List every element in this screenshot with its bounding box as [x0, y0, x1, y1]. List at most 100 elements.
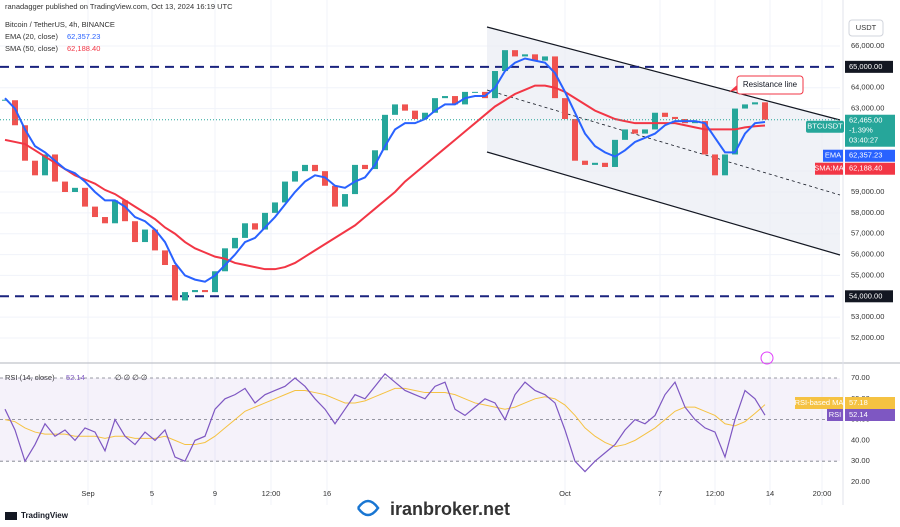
- x-tick-label: 20:00: [813, 489, 832, 498]
- rsi-tick-label: 30.00: [851, 456, 870, 465]
- y-tick-label: 57,000.00: [851, 229, 884, 238]
- candle: [132, 221, 138, 243]
- ema-name-box: [823, 149, 843, 162]
- candle: [732, 108, 738, 155]
- candle: [192, 290, 198, 293]
- ema-line: [4, 57, 766, 283]
- candle: [622, 129, 628, 140]
- x-tick-label: 12:00: [706, 489, 725, 498]
- candle: [202, 290, 208, 293]
- sma-value-box: [845, 162, 895, 175]
- candle: [592, 162, 598, 165]
- candle: [22, 125, 28, 161]
- level-label: 54,000.00: [849, 291, 882, 300]
- y-tick-label: 53,000.00: [851, 312, 884, 321]
- rsi-tick-label: 40.00: [851, 435, 870, 444]
- alert-icon: [760, 351, 774, 365]
- price-label: 62,465.00: [849, 116, 882, 125]
- y-tick-label: 55,000.00: [851, 270, 884, 279]
- y-tick-label: 52,000.00: [851, 333, 884, 342]
- candle: [122, 200, 128, 222]
- watermark-logo: [356, 499, 380, 517]
- candle: [632, 129, 638, 134]
- candle: [642, 129, 648, 134]
- channel-mid: [486, 89, 841, 196]
- channel-upper: [486, 26, 841, 121]
- brand: TradingView: [21, 511, 69, 520]
- candle: [292, 171, 298, 182]
- candle: [762, 102, 768, 120]
- candle: [552, 56, 558, 99]
- rsi_ma-name: RSI-based MA: [795, 398, 844, 407]
- channel: [487, 27, 840, 255]
- currency-box: [848, 19, 884, 37]
- candle: [362, 164, 368, 170]
- candle: [422, 112, 428, 119]
- y-tick-label: 64,000.00: [851, 83, 884, 92]
- candle: [272, 202, 278, 213]
- candle: [112, 200, 118, 224]
- rsi-extra: ∅ ∅ ∅ ∅: [115, 373, 148, 382]
- candle: [372, 150, 378, 170]
- candle: [232, 237, 238, 249]
- candle: [82, 187, 88, 207]
- level-label: 65,000.00: [849, 62, 882, 71]
- sma-line: [4, 84, 766, 271]
- rsi_ma-name-box: [795, 397, 843, 409]
- candle: [302, 164, 308, 172]
- candle: [442, 96, 448, 99]
- candle: [692, 121, 698, 124]
- candle: [72, 187, 78, 193]
- publisher: ranadagger published on TradingView.com,…: [5, 2, 233, 11]
- y-tick-label: 66,000.00: [851, 41, 884, 50]
- rsi-legend-value: 52.14: [66, 373, 85, 382]
- candle: [652, 112, 658, 130]
- watermark: iranbroker.net: [390, 499, 510, 519]
- candle: [432, 98, 438, 113]
- x-tick-label: Oct: [559, 489, 572, 498]
- candle: [12, 100, 18, 126]
- x-tick-label: 5: [150, 489, 154, 498]
- rsi-line: [4, 372, 766, 473]
- symbol: Bitcoin / TetherUS, 4h, BINANCE: [5, 20, 115, 29]
- candle: [282, 181, 288, 203]
- candle: [582, 160, 588, 165]
- symbol-box: [806, 120, 844, 133]
- candle: [42, 154, 48, 176]
- candle: [32, 160, 38, 176]
- price-box: [845, 114, 895, 147]
- candle: [262, 212, 268, 230]
- candle: [242, 223, 248, 238]
- candle: [92, 206, 98, 218]
- candle: [352, 164, 358, 195]
- ema-value: 62,357.23: [849, 151, 882, 160]
- candle: [162, 250, 168, 266]
- sma-legend: SMA (50, close): [5, 44, 58, 53]
- x-tick-label: 14: [766, 489, 774, 498]
- sma-name: SMA:MA: [814, 164, 844, 173]
- rsi-tick-label: 70.00: [851, 373, 870, 382]
- candle: [142, 229, 148, 243]
- candle: [672, 116, 678, 119]
- annotation: Resistance line: [743, 80, 798, 89]
- candle: [452, 96, 458, 105]
- countdown-label: 03:40:27: [849, 136, 878, 145]
- sma-legend-value: 62,188.40: [67, 44, 100, 53]
- candle: [702, 121, 708, 155]
- candle: [532, 54, 538, 61]
- candle: [402, 104, 408, 111]
- x-tick-label: 12:00: [262, 489, 281, 498]
- candle: [612, 139, 618, 167]
- ema-name: EMA: [825, 151, 841, 160]
- candle: [52, 154, 58, 182]
- rsi-name-box: [827, 409, 843, 421]
- candle: [492, 71, 498, 99]
- candle: [712, 154, 718, 176]
- candle: [392, 104, 398, 115]
- candle: [152, 229, 158, 251]
- candle: [342, 194, 348, 207]
- candle: [572, 118, 578, 161]
- y-tick-label: 63,000.00: [851, 104, 884, 113]
- rsi_ma-value-box: [845, 397, 895, 409]
- candle: [332, 185, 338, 207]
